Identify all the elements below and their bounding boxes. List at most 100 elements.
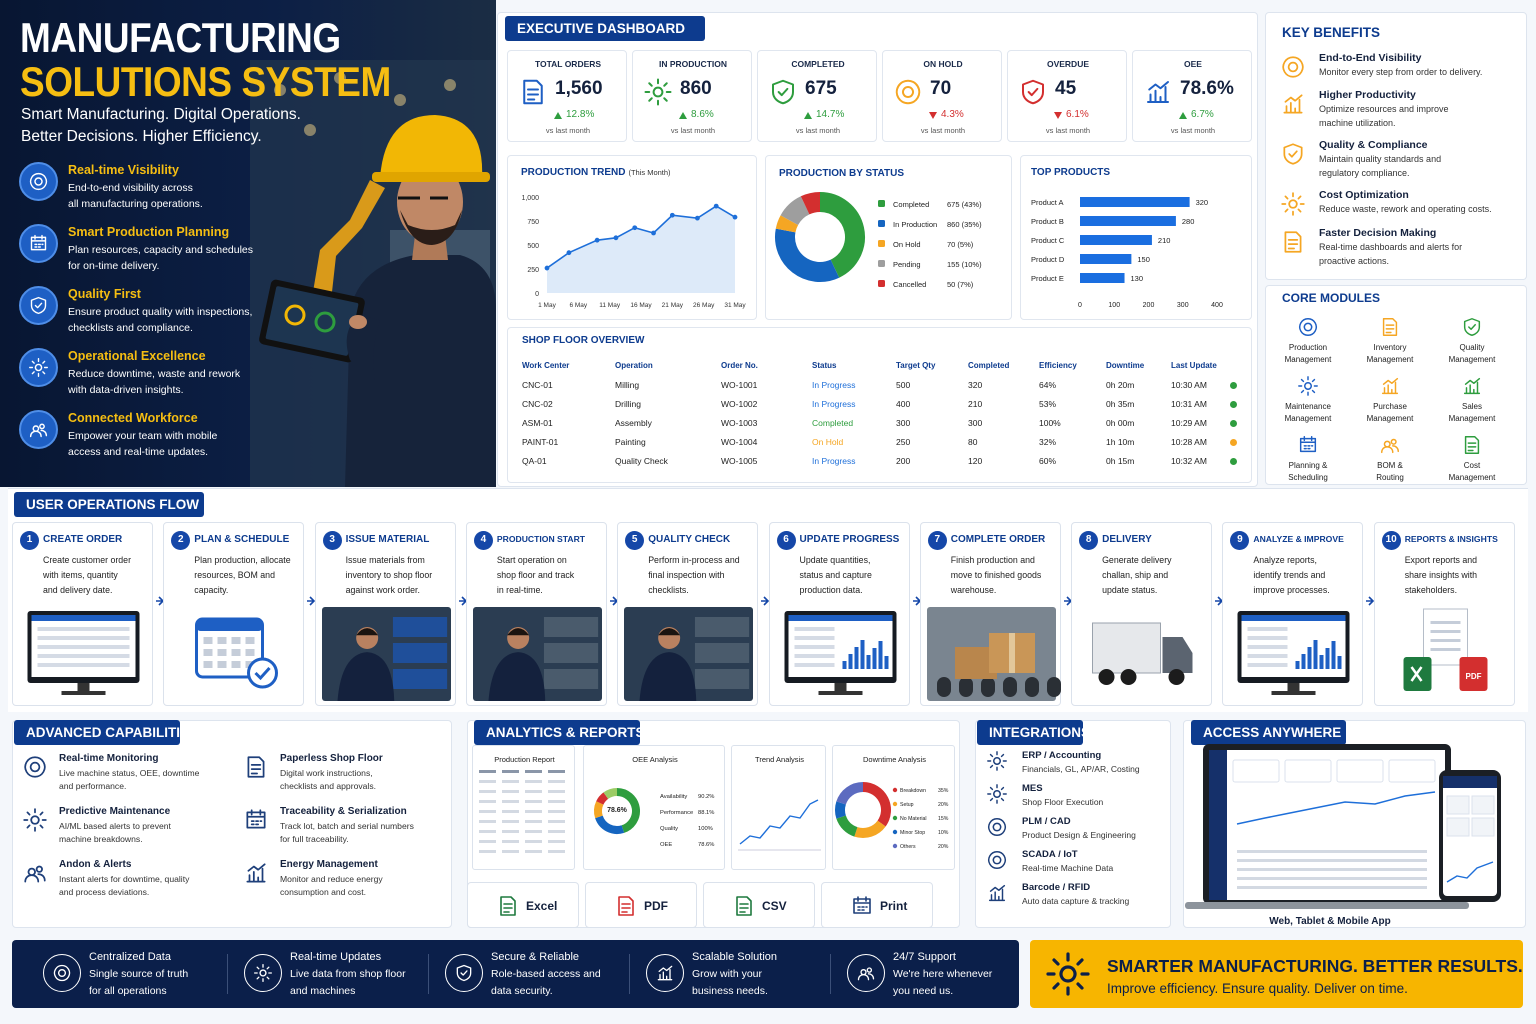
table-cell: 10:31 AM (1171, 399, 1207, 409)
export-button[interactable]: Print (821, 882, 933, 928)
step-number: 5 (625, 531, 645, 550)
step-image (1092, 622, 1193, 685)
category-label: Product A (1031, 198, 1064, 207)
document-line (1430, 621, 1461, 624)
kpi-label: OVERDUE (1046, 59, 1090, 69)
module-label: Management (1366, 355, 1414, 364)
tablet-gauge (314, 311, 336, 333)
table-cell: PAINT-01 (522, 437, 559, 447)
capability-title: Traceability & Serialization (280, 806, 407, 817)
step-title: DELIVERY (1102, 534, 1152, 545)
flow-step: 2 PLAN & SCHEDULE Plan production, allocat… (163, 522, 305, 706)
icon (456, 964, 472, 982)
step-image (926, 607, 1061, 701)
module-label: Sales (1461, 402, 1482, 411)
step-title: QUALITY CHECK (648, 534, 731, 545)
icon (30, 172, 47, 191)
value-label: 280 (1182, 217, 1195, 226)
monitor-bar (872, 648, 876, 669)
footer-desc: Grow with your (692, 968, 763, 980)
trend-line (546, 205, 736, 269)
flow-arrow (609, 596, 619, 606)
roller (1046, 677, 1061, 697)
flow-arrow (1366, 596, 1375, 606)
calendar-cell (217, 661, 227, 668)
legend-label: Completed (893, 200, 929, 209)
benefit-desc: proactive actions. (1319, 256, 1390, 266)
donut-segment (862, 782, 891, 827)
person-hair (355, 628, 378, 636)
monitor-bar (860, 640, 864, 669)
kpi-card: IN PRODUCTION 860 8.6% vs last month (632, 50, 752, 142)
table-stub (479, 840, 496, 843)
calendar-cell (245, 649, 255, 656)
step-desc: improve processes. (1253, 585, 1330, 595)
hero-title: MANUFACTURING (20, 14, 341, 61)
icon (1298, 376, 1318, 396)
icon (29, 358, 48, 377)
flow-arrow (912, 596, 921, 606)
icon (1282, 56, 1304, 78)
y-tick-label: 0 (535, 291, 539, 298)
module-label: Cost (1463, 461, 1481, 470)
step-number: 10 (1381, 531, 1401, 550)
integration-desc: Financials, GL, AP/AR, Costing (1022, 764, 1140, 774)
module-label: Management (1284, 355, 1332, 364)
monitor-stand (834, 683, 846, 691)
oee-label: OEE (660, 842, 673, 848)
table-stub (502, 800, 519, 803)
table-stub (525, 830, 542, 833)
section-tab-title: ANALYTICS & REPORTS (486, 725, 645, 740)
kpi-note: vs last month (545, 126, 591, 135)
icon (53, 964, 71, 982)
export-button[interactable]: CSV (703, 882, 815, 928)
icon (1022, 79, 1044, 105)
icon-shape (500, 896, 516, 916)
footer-icon (43, 954, 81, 992)
hero-tagline: Smart Manufacturing. Digital Operations. (21, 106, 301, 123)
report-thumbnail: Trend Analysis (731, 745, 826, 870)
integration-desc: Real-time Machine Data (1022, 863, 1114, 873)
person-hair (658, 628, 681, 636)
factory-light (394, 94, 406, 106)
module-label: Management (1284, 414, 1332, 423)
table-cell: CNC-02 (522, 399, 553, 409)
icon-shape (29, 423, 48, 438)
monitor-row (1247, 663, 1288, 667)
benefit-desc: Optimize resources and improve (1319, 104, 1449, 114)
monitor-header (788, 615, 892, 621)
icon-shape (1298, 376, 1318, 396)
phone-header (1443, 776, 1497, 788)
module-label: Management (1366, 414, 1414, 423)
table-stub (479, 790, 496, 793)
step-number: 1 (26, 534, 33, 545)
export-button[interactable]: Excel (467, 882, 579, 928)
integration-name: Barcode / RFID (1022, 882, 1091, 893)
step-image (321, 607, 451, 701)
capability-desc: Digital work instructions, (280, 768, 373, 778)
report-thumbnail: Downtime Analysis Breakdown 35% Setup 20% No … (832, 745, 955, 870)
x-tick-label: 300 (1177, 302, 1189, 309)
status-dot (1230, 382, 1237, 389)
icon (1283, 143, 1303, 165)
module-label: Routing (1376, 473, 1404, 482)
table-stub (502, 780, 519, 783)
capability-desc: and process deviations. (59, 887, 150, 897)
table-cell: 10:32 AM (1171, 456, 1207, 466)
phone-card (1446, 795, 1470, 815)
export-button[interactable]: PDF (585, 882, 697, 928)
capability-desc: AI/ML based alerts to prevent (59, 821, 171, 831)
oee-center: 78.6% (607, 807, 627, 814)
section-tab: EXECUTIVE DASHBOARD (505, 16, 705, 41)
icon-shape (657, 965, 673, 981)
y-tick-label: 750 (527, 219, 539, 226)
icon-shape (30, 172, 47, 191)
y-tick-label: 500 (527, 243, 539, 250)
table-stub (525, 840, 542, 843)
trend-point (632, 225, 638, 231)
step-desc: with items, quantity (43, 570, 118, 580)
table-cell: 60% (1039, 456, 1057, 466)
footer-title: Scalable Solution (692, 951, 778, 963)
bar (1080, 216, 1176, 226)
table-cell: 10:28 AM (1171, 437, 1207, 447)
